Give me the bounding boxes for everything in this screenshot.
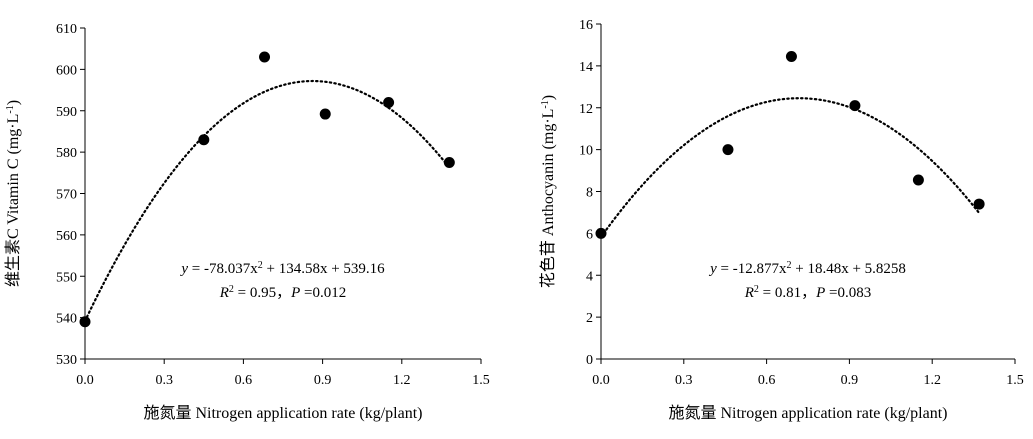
- data-point: [722, 144, 734, 156]
- x-tick-label: 0.3: [155, 373, 173, 388]
- y-tick-label: 6: [586, 227, 593, 242]
- x-tick-label: 0.0: [592, 373, 610, 388]
- x-tick-label: 0.6: [758, 373, 776, 388]
- x-axis-title: 施氮量 Nitrogen application rate (kg/plant): [143, 404, 422, 422]
- y-tick-label: 550: [56, 270, 77, 285]
- x-tick-label: 0.0: [76, 373, 94, 388]
- y-tick-label: 4: [586, 269, 593, 284]
- data-point: [319, 108, 331, 120]
- chart-1: 530 540 550 560 570 580 590 600 610 0.0 0.3 0.6 0.9 1…: [4, 22, 490, 422]
- y-tick-label: 530: [56, 353, 77, 368]
- y-tick-label: 590: [56, 105, 77, 120]
- regression-stats: R2 = 0.95，P =0.012: [219, 284, 347, 302]
- data-point: [443, 156, 455, 168]
- y-tick-label: 560: [56, 229, 77, 244]
- x-tick-label: 0.6: [235, 373, 253, 388]
- y-tick-label: 16: [579, 18, 593, 33]
- data-point: [259, 51, 271, 63]
- y-axis-title: 花色苷 Anthocyanin (mg·L-1): [539, 95, 557, 288]
- y-tick-label: 12: [579, 102, 593, 117]
- data-point: [383, 96, 395, 108]
- data-point: [198, 134, 210, 146]
- y-tick-label: 10: [579, 144, 593, 159]
- y-axis-title: 维生素C Vitamin C (mg·L-1): [4, 100, 22, 287]
- y-tick-label: 580: [56, 146, 77, 161]
- y-tick-label: 570: [56, 188, 77, 203]
- y-tick-label: 600: [56, 63, 77, 78]
- y-tick-label: 540: [56, 312, 77, 327]
- x-tick-label: 1.5: [1006, 373, 1024, 388]
- regression-equation: y = -78.037x2 + 134.58x + 539.16: [179, 260, 385, 278]
- data-point: [912, 174, 924, 186]
- regression-stats: R2 = 0.81，P =0.083: [744, 284, 872, 302]
- y-tick-label: 8: [586, 186, 593, 201]
- x-axis-title: 施氮量 Nitrogen application rate (kg/plant): [668, 404, 947, 422]
- x-tick-label: 1.5: [472, 373, 490, 388]
- y-tick-label: 610: [56, 22, 77, 37]
- data-point: [79, 316, 91, 328]
- y-tick-label: 14: [579, 60, 593, 75]
- x-tick-label: 1.2: [393, 373, 411, 388]
- data-point: [785, 50, 797, 62]
- regression-equation: y = -12.877x2 + 18.48x + 5.8258: [708, 260, 906, 278]
- data-point: [973, 198, 985, 210]
- x-tick-label: 0.3: [675, 373, 693, 388]
- y-tick-label: 0: [586, 353, 593, 368]
- y-tick-label: 2: [586, 311, 593, 326]
- data-point: [595, 227, 607, 239]
- x-tick-label: 1.2: [923, 373, 941, 388]
- x-tick-label: 0.9: [314, 373, 332, 388]
- chart-2: 0 2 4 6 8 10 12 14 16 0.0 0.3 0.6 0.9 1.2 1.5 施氮量 Nitro…: [539, 18, 1024, 422]
- trendline: [599, 97, 981, 239]
- data-point: [849, 100, 861, 112]
- x-tick-label: 0.9: [841, 373, 859, 388]
